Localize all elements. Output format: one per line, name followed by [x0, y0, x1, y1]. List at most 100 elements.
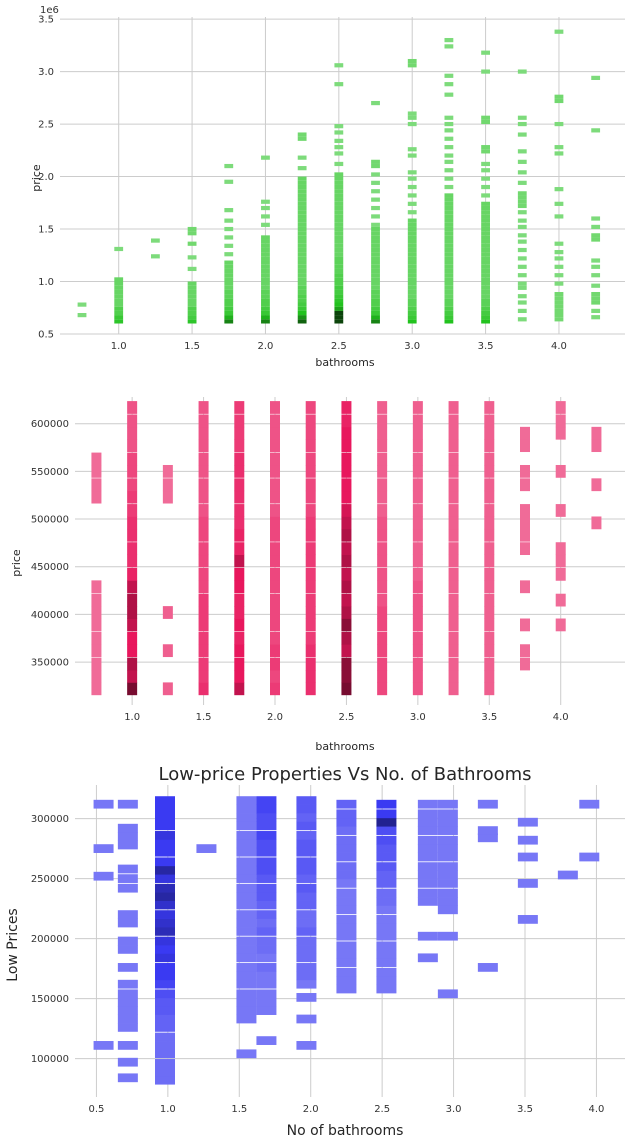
histogram-bin [407, 218, 417, 223]
histogram-bin [517, 247, 527, 253]
histogram-bin [520, 426, 530, 440]
histogram-bin [305, 426, 316, 440]
histogram-bin [236, 918, 257, 928]
histogram-bin [477, 833, 498, 843]
histogram-bin [444, 136, 454, 141]
histogram-bin [437, 931, 458, 941]
histogram-bin [117, 1041, 138, 1050]
histogram-bin [484, 542, 495, 556]
histogram-bin [297, 294, 307, 299]
histogram-bin [127, 631, 138, 645]
histogram-bin [555, 567, 566, 581]
histogram-bin [270, 478, 280, 492]
histogram-bin [224, 260, 234, 265]
histogram-bin [444, 268, 454, 274]
histogram-bin [444, 218, 454, 223]
histogram-bin [155, 945, 175, 954]
histogram-bin [187, 306, 197, 311]
histogram-bin [270, 464, 280, 478]
histogram-bin [341, 644, 352, 658]
histogram-bin [305, 606, 316, 619]
histogram-bin [407, 319, 417, 324]
histogram-bin [334, 260, 344, 265]
histogram-bin [297, 136, 307, 141]
histogram-bin [198, 490, 209, 504]
histogram-bin [517, 233, 527, 238]
histogram-bin [155, 813, 175, 822]
y-axis-label: Low Prices [5, 908, 21, 981]
histogram-bin [517, 115, 527, 120]
histogram-bin [236, 963, 257, 972]
histogram-bin [234, 542, 245, 556]
histogram-bin [377, 542, 388, 556]
histogram-bin [517, 294, 527, 299]
histogram-bin [155, 979, 175, 989]
histogram-bin [336, 817, 357, 827]
histogram-bin [371, 298, 380, 303]
histogram-bin [236, 927, 257, 936]
histogram-bin [407, 260, 417, 265]
histogram-bin [376, 809, 397, 819]
histogram-bin [444, 92, 454, 97]
histogram-bin [270, 452, 280, 466]
histogram-bin [336, 862, 357, 871]
histogram-bin [234, 426, 245, 440]
histogram-bin [296, 1014, 317, 1024]
y-tick-label: 2.5 [38, 120, 54, 131]
histogram-bin [371, 239, 380, 244]
y-tick-label: 3.5 [38, 15, 54, 26]
histogram-bin [261, 310, 270, 316]
histogram-bin [448, 426, 459, 440]
histogram-bin [444, 310, 454, 316]
histogram-bin [236, 910, 257, 919]
histogram-bin [127, 554, 138, 568]
histogram-bin [127, 439, 138, 453]
histogram-bins [77, 29, 601, 324]
histogram-bin [297, 222, 307, 227]
x-tick-label: 3.5 [478, 341, 494, 352]
histogram-bin [437, 879, 458, 888]
histogram-bin [554, 94, 564, 99]
histogram-bin [336, 799, 357, 809]
histogram-bin [484, 414, 495, 428]
histogram-bin [305, 644, 316, 658]
histogram-bin [334, 315, 344, 320]
histogram-bin [484, 528, 495, 542]
histogram-bin [256, 918, 277, 928]
histogram-bin [114, 246, 124, 252]
histogram-bin [297, 277, 307, 282]
histogram-bin [297, 289, 307, 295]
histogram-bin [554, 256, 564, 261]
histogram-bin [127, 490, 138, 504]
histogram-bin [334, 176, 344, 181]
histogram-bin [555, 542, 566, 556]
histogram-bin [412, 542, 423, 556]
histogram-bin [296, 865, 317, 875]
histogram-bin [127, 414, 138, 428]
histogram-bin [557, 870, 578, 880]
histogram-bin [417, 870, 438, 880]
histogram-bin [334, 281, 344, 286]
histogram-bin [162, 478, 173, 492]
histogram-bin [376, 817, 397, 827]
histogram-bin [270, 504, 280, 517]
histogram-bin [591, 237, 601, 242]
histogram-bin [305, 657, 316, 671]
histogram-bin [336, 905, 357, 915]
histogram-bin [484, 516, 495, 530]
x-tick-label: 3.5 [481, 712, 497, 723]
chart-title: Low-price Properties Vs No. of Bathrooms [158, 764, 531, 785]
histogram-bin [261, 289, 270, 295]
histogram-bin [224, 294, 234, 299]
histogram-bin [407, 115, 417, 120]
histogram-bin [437, 799, 458, 809]
histogram-bin [555, 504, 566, 517]
histogram-bin [224, 302, 234, 307]
histogram-bin [336, 941, 357, 951]
histogram-bin [117, 979, 138, 989]
histogram-bin [155, 910, 175, 919]
histogram-bin [412, 528, 423, 542]
histogram-bin [305, 401, 316, 414]
histogram-bin [377, 439, 388, 453]
histogram-bin [336, 879, 357, 888]
